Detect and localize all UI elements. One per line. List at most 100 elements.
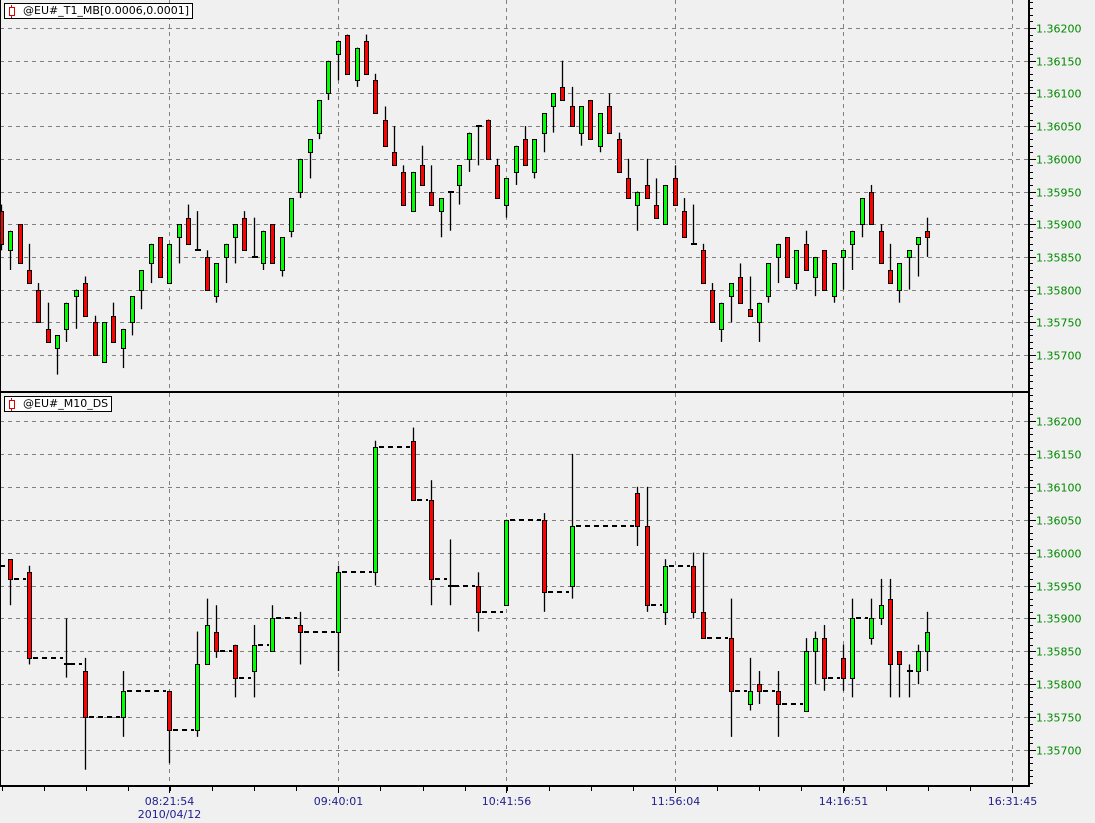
candle-up	[233, 224, 238, 264]
candle-down	[897, 651, 902, 698]
candle-body	[841, 658, 846, 679]
candle-body	[907, 670, 913, 672]
candle-down	[588, 99, 593, 140]
candle-down	[486, 119, 491, 160]
panel-2-title: @EU#_M10_DS	[23, 397, 109, 410]
candle-up	[8, 230, 13, 270]
candle-down	[429, 480, 434, 606]
candle-body	[55, 335, 60, 349]
candle-down	[36, 283, 41, 323]
candle-body	[822, 250, 827, 291]
price-label: 1.36000	[1036, 548, 1082, 561]
candle-down	[635, 486, 640, 547]
candle-up	[719, 302, 724, 342]
candle-up	[289, 198, 294, 238]
time-label: 11:56:04	[651, 795, 700, 808]
candle-body	[486, 120, 491, 160]
candle-up	[850, 598, 855, 698]
candle-down	[701, 243, 706, 284]
candle-body	[280, 237, 285, 271]
candle-body	[691, 243, 697, 245]
candle-body	[270, 618, 275, 652]
candle-down	[888, 243, 893, 284]
candle-body	[336, 41, 341, 55]
candle-body	[64, 303, 69, 330]
candle-up	[102, 322, 107, 363]
candle-up	[439, 198, 444, 238]
candle-body	[626, 178, 631, 199]
candle-body	[205, 625, 210, 665]
panel-2: 1.36200 1.36150 1.36100 1.36050 1.36000 1.359…	[0, 393, 1082, 786]
candle-up	[55, 335, 60, 375]
candle-up	[916, 237, 921, 277]
candle-down	[691, 552, 696, 619]
candle-up	[177, 224, 182, 264]
panel-2-legend[interactable]: @EU#_M10_DS	[4, 396, 113, 412]
candle-body	[907, 250, 912, 258]
candle-body	[326, 61, 331, 94]
candle-body	[813, 638, 818, 652]
candle-up	[794, 250, 799, 290]
candle-body	[121, 691, 126, 718]
candle-down	[27, 565, 32, 665]
candle-down	[83, 657, 88, 770]
candle-body	[710, 290, 715, 323]
candle-body	[869, 618, 874, 639]
candle-body	[897, 651, 902, 665]
candle-body	[879, 231, 884, 264]
candle-body	[850, 231, 855, 245]
candle-body	[916, 651, 921, 672]
candle-down	[495, 158, 500, 199]
candle-body	[869, 192, 874, 225]
candle-body	[317, 100, 322, 134]
candle-body	[429, 192, 434, 206]
candle-body	[729, 283, 734, 297]
candle-down	[0, 204, 4, 251]
candle-down	[205, 250, 210, 291]
candle-body	[439, 198, 444, 212]
candle-body	[532, 139, 537, 173]
candle-body	[336, 572, 341, 633]
candle-up	[907, 250, 912, 290]
candle-body	[757, 684, 762, 692]
candlestick-icon	[9, 397, 15, 411]
candle-up	[532, 139, 537, 179]
candle-down	[804, 230, 809, 271]
price-label: 1.35800	[1036, 679, 1082, 692]
candle-up	[776, 243, 781, 284]
candle-body	[233, 645, 238, 679]
candle-down	[645, 486, 650, 612]
candle-down	[748, 276, 753, 317]
candle-down	[420, 145, 425, 186]
candle-up	[860, 198, 865, 238]
candle-up	[373, 440, 378, 586]
candle-up	[663, 184, 668, 225]
candle-up	[130, 296, 135, 336]
candle-up	[317, 99, 322, 140]
panel-1-legend[interactable]: @EU#_T1_MB[0.0006,0.0001]	[4, 3, 194, 19]
candle-body	[766, 263, 771, 297]
candle-down	[233, 644, 238, 698]
candle-body	[654, 205, 659, 219]
candle-body	[598, 113, 603, 147]
candle-body	[860, 198, 865, 225]
candle-up	[663, 559, 668, 625]
candle-up	[916, 644, 921, 685]
candle-up	[804, 638, 809, 712]
candle-down	[785, 237, 790, 278]
candle-up	[298, 158, 303, 199]
candle-body	[261, 231, 266, 264]
candle-up	[897, 263, 902, 303]
candle-body	[925, 231, 930, 238]
candle-body	[64, 663, 70, 665]
candle-up	[149, 243, 154, 284]
candle-up	[841, 250, 846, 290]
price-label: 1.35950	[1036, 187, 1082, 200]
candle-body	[748, 691, 753, 705]
candle-up	[570, 453, 575, 599]
candle-body	[635, 192, 640, 206]
candle-body	[635, 493, 640, 527]
candle-body	[682, 211, 687, 238]
candle-down	[888, 578, 893, 698]
candle-up	[813, 631, 818, 685]
